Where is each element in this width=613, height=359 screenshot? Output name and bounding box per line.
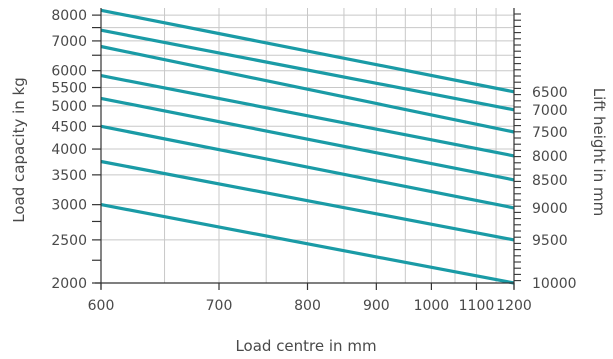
series-line-4 — [100, 74, 515, 158]
x-tick-label: 900 — [363, 298, 390, 314]
series-line-1 — [100, 8, 515, 94]
series-line-2 — [100, 28, 515, 112]
x-tick-label: 800 — [294, 298, 321, 314]
y-tick-label: 4000 — [51, 142, 87, 158]
series-lines — [100, 8, 515, 285]
y-tick-label: 5000 — [51, 99, 87, 115]
right-axis-label: 10000 — [532, 276, 577, 292]
x-axis-title: Load centre in mm — [235, 337, 376, 355]
right-axis-label: 6500 — [532, 85, 568, 101]
y-tick-label: 5500 — [51, 81, 87, 97]
x-tick-label: 1200 — [496, 298, 532, 314]
series-line-3 — [100, 44, 515, 134]
series-line-7 — [100, 159, 515, 242]
x-tick-label: 600 — [88, 298, 115, 314]
right-axis-label: 8000 — [532, 149, 568, 165]
right-axis-title: Lift height in mm — [590, 88, 608, 216]
x-tick-label: 1100 — [459, 298, 495, 314]
y-axis-title: Load capacity in kg — [10, 77, 28, 223]
right-axis-label: 9000 — [532, 201, 568, 217]
y-tick-label: 8000 — [51, 8, 87, 24]
x-tick-label: 1000 — [414, 298, 450, 314]
right-axis-label: 8500 — [532, 173, 568, 189]
y-tick-label: 7000 — [51, 34, 87, 50]
y-tick-label: 3500 — [51, 168, 87, 184]
y-tick-label: 2500 — [51, 233, 87, 249]
series-line-6 — [100, 124, 515, 210]
right-axis-label: 9500 — [532, 233, 568, 249]
y-tick-label: 2000 — [51, 276, 87, 292]
right-axis-label: 7000 — [532, 103, 568, 119]
axes — [92, 8, 521, 290]
right-axis-label: 7500 — [532, 125, 568, 141]
y-tick-label: 4500 — [51, 119, 87, 135]
x-tick-label: 700 — [206, 298, 233, 314]
y-tick-label: 3000 — [51, 198, 87, 214]
y-tick-label: 6000 — [51, 64, 87, 80]
series-line-8 — [100, 203, 515, 285]
grid — [100, 8, 515, 284]
series-line-5 — [100, 96, 515, 182]
